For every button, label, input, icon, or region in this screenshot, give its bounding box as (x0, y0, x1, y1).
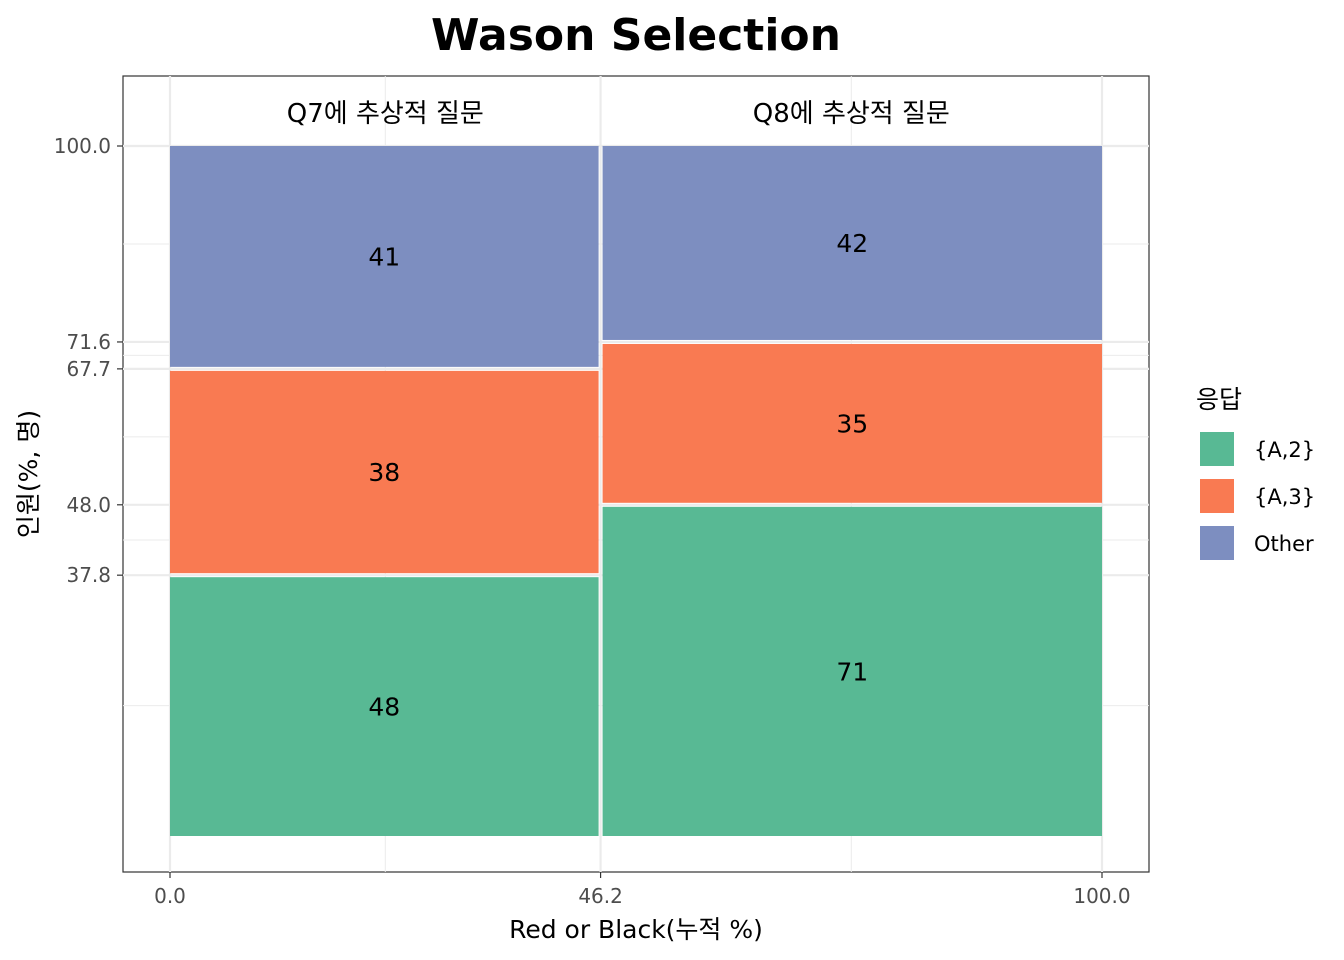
cell-count-label-2-3: 42 (836, 229, 868, 258)
x-tick-label-2: 100.0 (1073, 884, 1130, 908)
legend-swatch-1 (1200, 432, 1234, 466)
y-tick-label-4: 100.0 (54, 134, 111, 158)
legend-title: 응답 (1196, 385, 1242, 414)
x-axis-ticks: 0.0 46.2 100.0 (154, 872, 1131, 908)
x-axis-title: Red or Black(누적 %) (509, 915, 763, 944)
mosaic-cells: 48 38 41 Q7에 추상적 질문 71 35 42 Q8에 추상적 질문 (170, 99, 1102, 836)
y-tick-label-3: 71.6 (66, 330, 111, 354)
cell-count-label-1-1: 48 (368, 693, 400, 722)
mosaic-cell-2-1 (602, 506, 1102, 836)
mosaic-cell-2-2 (602, 343, 1102, 503)
y-axis-ticks: 37.8 48.0 67.7 71.6 100.0 (54, 134, 123, 587)
x-tick-label-1: 46.2 (578, 884, 623, 908)
y-tick-label-2: 67.7 (66, 357, 111, 381)
cell-count-label-2-1: 71 (836, 657, 868, 686)
legend-label-3: Other (1254, 532, 1314, 556)
mosaic-cell-1-2 (170, 370, 599, 574)
x-tick-label-0: 0.0 (154, 884, 186, 908)
cell-count-label-1-2: 38 (368, 458, 400, 487)
y-axis-title: 인원(%, 명) (14, 410, 43, 538)
chart-title: Wason Selection (431, 10, 841, 61)
panel-label-1: Q7에 추상적 질문 (287, 99, 484, 129)
cell-count-label-1-3: 41 (368, 242, 400, 271)
y-tick-label-1: 48.0 (66, 493, 111, 517)
cell-count-label-2-2: 35 (836, 409, 868, 438)
legend-label-1: {A,2} (1254, 438, 1315, 462)
panel-label-2: Q8에 추상적 질문 (753, 99, 950, 129)
mosaic-cell-1-1 (170, 577, 599, 836)
y-tick-label-0: 37.8 (66, 563, 111, 587)
legend-label-2: {A,3} (1254, 485, 1315, 509)
legend: 응답 {A,2} {A,3} Other (1196, 385, 1315, 560)
mosaic-cell-2-3 (602, 146, 1102, 340)
legend-swatch-2 (1200, 479, 1234, 513)
mosaic-cell-1-3 (170, 146, 599, 367)
legend-swatch-3 (1200, 526, 1234, 560)
